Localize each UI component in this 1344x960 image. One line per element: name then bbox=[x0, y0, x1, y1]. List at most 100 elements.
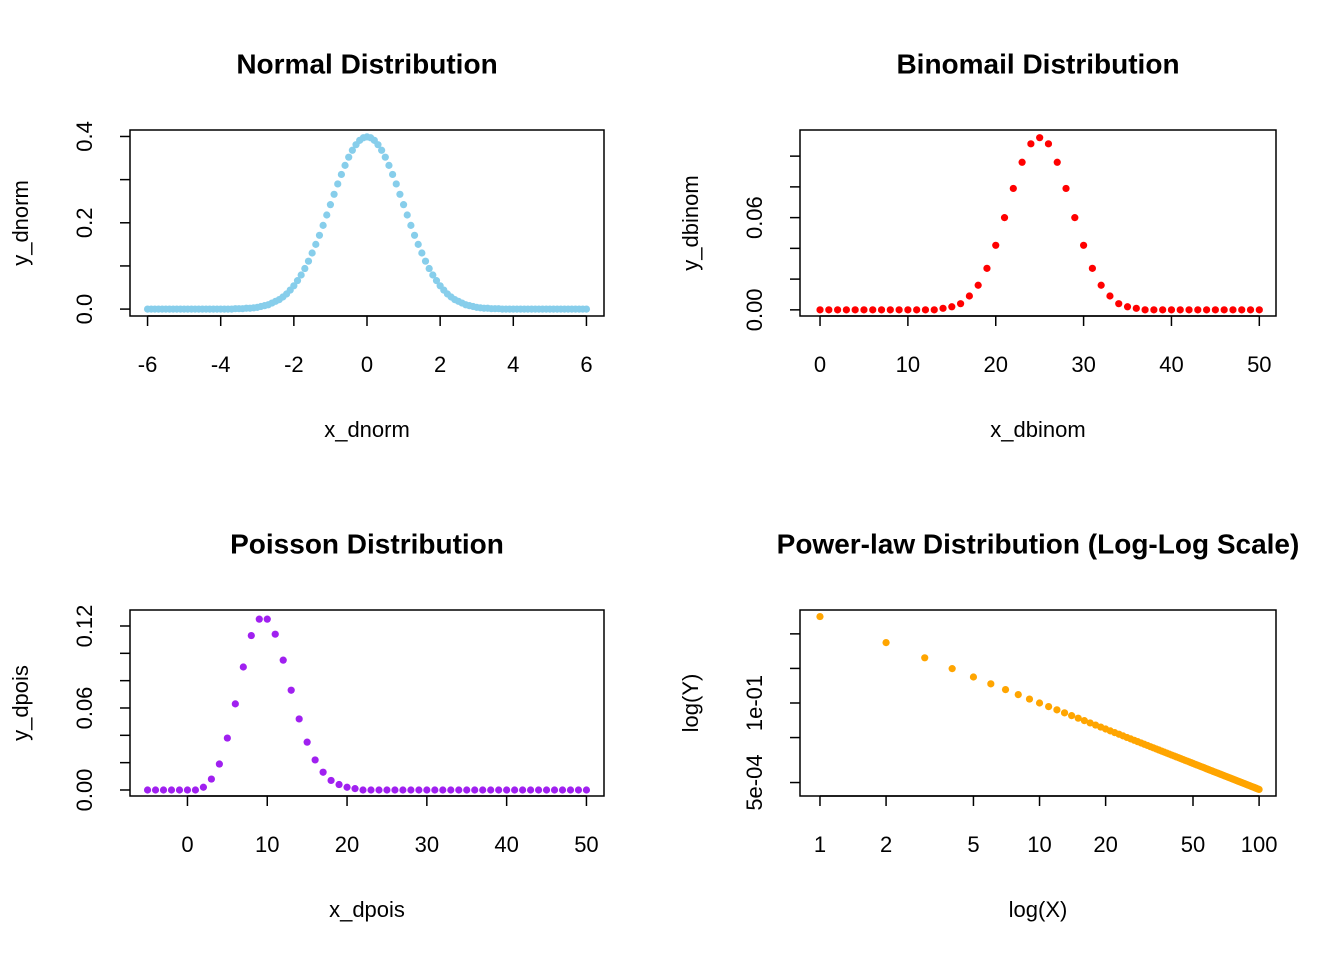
point bbox=[956, 300, 965, 308]
point bbox=[351, 785, 359, 793]
point bbox=[582, 786, 591, 794]
point bbox=[167, 786, 176, 794]
point bbox=[463, 786, 471, 794]
point bbox=[1176, 306, 1184, 314]
point bbox=[330, 190, 338, 198]
point bbox=[385, 161, 393, 169]
point bbox=[312, 240, 320, 248]
plot-frame bbox=[799, 129, 1277, 317]
point bbox=[425, 264, 433, 273]
x-axis-label: log(X) bbox=[1009, 897, 1068, 922]
point bbox=[183, 786, 192, 794]
point bbox=[987, 680, 995, 688]
point bbox=[816, 612, 824, 621]
point bbox=[396, 190, 404, 198]
point bbox=[992, 241, 1000, 249]
point bbox=[255, 615, 263, 623]
point bbox=[965, 292, 973, 300]
point bbox=[1229, 306, 1237, 314]
point bbox=[247, 631, 255, 640]
point bbox=[326, 201, 335, 209]
point bbox=[1079, 241, 1088, 249]
point bbox=[1238, 306, 1246, 314]
point bbox=[503, 786, 511, 794]
point bbox=[948, 303, 956, 311]
point bbox=[542, 786, 551, 794]
point bbox=[1167, 306, 1176, 314]
point bbox=[1036, 134, 1044, 142]
x-axis-label: x_dbinom bbox=[990, 417, 1085, 442]
x-tick-label: 20 bbox=[983, 352, 1007, 377]
point bbox=[1211, 306, 1219, 314]
point bbox=[345, 153, 353, 161]
point bbox=[983, 264, 991, 272]
point bbox=[1132, 304, 1140, 312]
x-tick-label: -4 bbox=[211, 352, 231, 377]
point bbox=[159, 786, 168, 794]
point bbox=[319, 221, 327, 229]
point bbox=[886, 306, 894, 314]
x-tick-label: 10 bbox=[1027, 832, 1051, 857]
point bbox=[895, 306, 903, 314]
point bbox=[1009, 184, 1017, 193]
point bbox=[1068, 712, 1076, 720]
point bbox=[825, 306, 833, 314]
point bbox=[1097, 281, 1105, 289]
point bbox=[1045, 702, 1053, 711]
point bbox=[558, 786, 567, 794]
point bbox=[1000, 214, 1009, 222]
point bbox=[930, 306, 938, 314]
point bbox=[1141, 306, 1149, 314]
point bbox=[335, 780, 343, 789]
point bbox=[374, 141, 382, 149]
x-tick-label: 20 bbox=[335, 832, 359, 857]
y-tick-label: 0.06 bbox=[72, 687, 97, 730]
point bbox=[511, 786, 519, 794]
point bbox=[921, 306, 930, 314]
point bbox=[199, 783, 208, 791]
point bbox=[399, 201, 408, 209]
x-tick-label: 50 bbox=[574, 832, 598, 857]
panel-title: Normal Distribution bbox=[236, 48, 497, 79]
point bbox=[471, 786, 479, 794]
x-tick-label: 5 bbox=[967, 832, 979, 857]
point bbox=[939, 304, 947, 312]
point bbox=[1202, 306, 1211, 314]
point bbox=[1255, 306, 1263, 314]
point bbox=[431, 786, 439, 794]
x-tick-label: 2 bbox=[434, 352, 446, 377]
point bbox=[297, 271, 305, 279]
x-tick-label: 1 bbox=[814, 832, 826, 857]
point bbox=[308, 249, 316, 257]
point bbox=[239, 663, 247, 671]
point bbox=[582, 305, 591, 313]
point bbox=[375, 786, 383, 794]
point bbox=[1220, 306, 1228, 314]
point bbox=[279, 656, 287, 664]
y-axis-label: log(Y) bbox=[678, 674, 703, 733]
point bbox=[1053, 706, 1061, 714]
point bbox=[337, 170, 345, 179]
y-tick-label: 0.06 bbox=[742, 196, 767, 239]
x-tick-label: 10 bbox=[896, 352, 920, 377]
point bbox=[1080, 717, 1088, 725]
x-tick-label: -6 bbox=[138, 352, 158, 377]
y-axis-label: y_dnorm bbox=[8, 180, 33, 266]
x-tick-label: 50 bbox=[1247, 352, 1271, 377]
point bbox=[479, 786, 487, 794]
x-tick-label: 30 bbox=[415, 832, 439, 857]
point bbox=[175, 786, 184, 794]
point bbox=[367, 786, 375, 794]
point bbox=[904, 306, 912, 314]
point bbox=[304, 257, 313, 265]
panel-title: Binomail Distribution bbox=[896, 48, 1179, 79]
point bbox=[550, 786, 559, 794]
point bbox=[1025, 695, 1034, 703]
point bbox=[816, 306, 824, 314]
point bbox=[1035, 699, 1044, 707]
point bbox=[974, 281, 982, 289]
point bbox=[323, 211, 331, 219]
point bbox=[381, 153, 389, 161]
point bbox=[392, 180, 400, 188]
